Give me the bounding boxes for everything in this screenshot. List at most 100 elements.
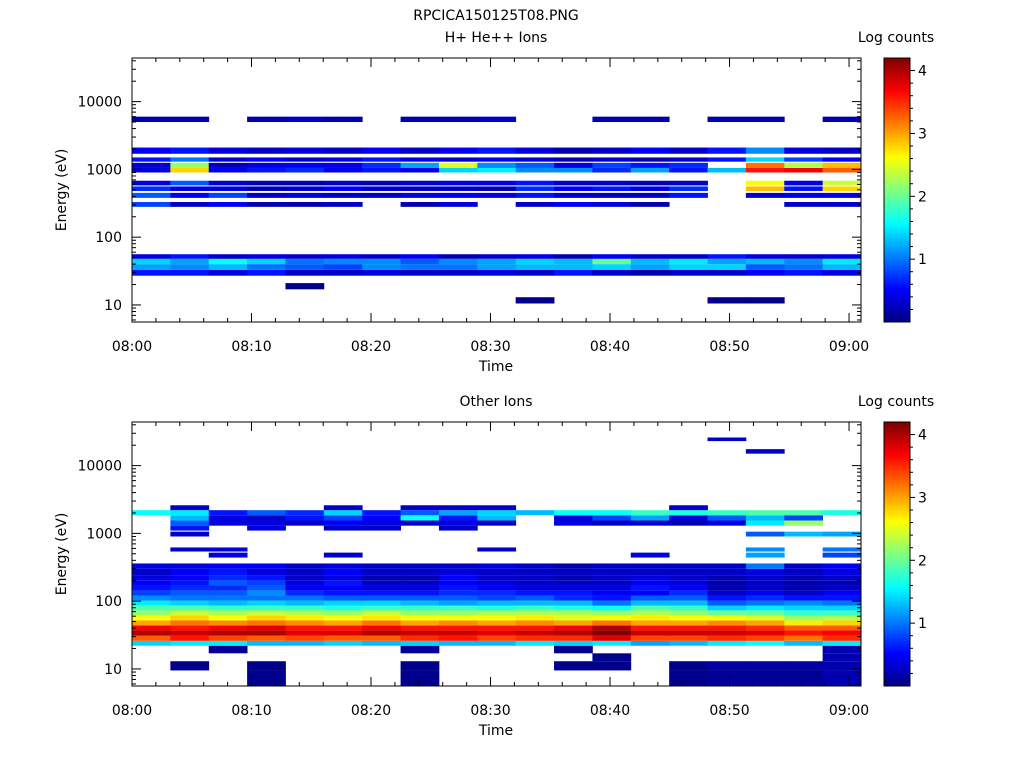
heatmap-cell	[438, 575, 478, 581]
heatmap-cell	[745, 630, 785, 636]
heatmap-cell	[515, 186, 555, 191]
colorbar-swatch	[884, 152, 910, 156]
heatmap-cell	[362, 258, 401, 265]
heatmap-cell	[438, 180, 478, 186]
heatmap-cell	[554, 520, 593, 526]
heatmap-cell	[170, 515, 210, 521]
heatmap-cell	[554, 575, 593, 581]
heatmap-cell	[745, 640, 785, 646]
colorbar-swatch	[884, 236, 910, 239]
heatmap-cell	[784, 605, 824, 611]
heatmap-cell	[745, 510, 785, 516]
heatmap-cells	[132, 437, 862, 686]
heatmap-cell	[247, 510, 286, 516]
colorbar-tick-label: 2	[918, 553, 927, 569]
heatmap-cell	[630, 575, 670, 581]
heatmap-cell	[477, 547, 517, 552]
heatmap-cell	[247, 625, 286, 631]
colorbar-swatch	[884, 289, 910, 292]
heatmap-cell	[554, 515, 593, 521]
colorbar-swatch	[884, 424, 910, 427]
colorbar-frame	[883, 57, 911, 323]
heatmap-cell	[362, 580, 401, 586]
heatmap-cell	[132, 625, 171, 631]
colorbar-swatch	[884, 170, 910, 173]
y-tick-label: 10	[104, 298, 122, 314]
heatmap-cell	[285, 563, 325, 569]
heatmap-cell	[822, 568, 862, 576]
heatmap-cell	[822, 186, 862, 191]
heatmap-cell	[247, 147, 286, 154]
heatmap-cell	[707, 615, 747, 621]
heatmap-cell	[400, 585, 440, 591]
heatmap-cell	[400, 269, 440, 276]
heatmap-cell	[400, 180, 440, 186]
heatmap-cell	[400, 568, 440, 576]
heatmap-cell	[707, 580, 747, 586]
heatmap-cell	[630, 625, 670, 631]
heatmap-cell	[822, 157, 862, 162]
heatmap-cell	[554, 269, 593, 276]
heatmap-cell	[208, 167, 248, 173]
heatmap-cell	[477, 600, 517, 606]
colorbar-swatch	[884, 444, 910, 447]
heatmap-cell	[477, 192, 517, 198]
heatmap-cell	[554, 202, 593, 207]
colorbar-swatch	[884, 602, 910, 606]
heatmap-cell	[438, 585, 478, 591]
colorbar-swatch	[884, 137, 910, 140]
heatmap-cell	[247, 192, 286, 198]
heatmap-cell	[592, 580, 632, 586]
colorbar-swatch	[884, 302, 910, 305]
colorbar-swatch	[884, 505, 910, 509]
heatmap-cell	[400, 600, 440, 606]
heatmap-cell	[170, 610, 210, 616]
heatmap-cell	[745, 254, 785, 259]
x-tick-label: 08:10	[231, 703, 271, 719]
heatmap-cell	[208, 162, 248, 168]
heatmap-cell	[208, 600, 248, 606]
heatmap-cell	[285, 515, 325, 521]
colorbar-swatch	[884, 161, 910, 165]
heatmap-cell	[400, 620, 440, 626]
heatmap-cell	[515, 180, 555, 186]
heatmap-cell	[745, 147, 785, 154]
colorbar-swatch	[884, 93, 910, 96]
heatmap-cell	[400, 162, 440, 168]
colorbar-swatch	[884, 512, 910, 515]
heatmap-cell	[554, 254, 593, 259]
heatmap-cell	[132, 192, 171, 198]
heatmap-cell	[400, 670, 440, 686]
heatmap-cell	[477, 585, 517, 591]
heatmap-cell	[554, 180, 593, 186]
heatmap-cell	[822, 620, 862, 626]
colorbar-swatch	[884, 86, 910, 90]
heatmap-cell	[784, 595, 824, 601]
heatmap-cell	[170, 180, 210, 186]
heatmap-cell	[438, 568, 478, 576]
colorbar-swatch	[884, 422, 910, 425]
colorbar-swatch	[884, 571, 910, 575]
heatmap-cell	[362, 515, 401, 521]
heatmap-cell	[170, 525, 210, 531]
heatmap-cell	[592, 653, 632, 662]
x-tick-label: 08:00	[112, 339, 152, 355]
heatmap-cell	[132, 630, 171, 636]
colorbar-swatch	[884, 150, 910, 154]
heatmap-cell	[438, 580, 478, 586]
heatmap-cell	[208, 563, 248, 569]
heatmap-cell	[745, 595, 785, 601]
colorbar-swatch	[884, 82, 910, 85]
colorbar-swatch	[884, 479, 910, 482]
heatmap-cell	[132, 167, 171, 173]
heatmap-cell	[630, 180, 670, 186]
heatmap-cell	[822, 147, 862, 154]
heatmap-cell	[477, 568, 517, 576]
heatmap-cell	[285, 167, 325, 173]
heatmap-cell	[515, 162, 555, 168]
heatmap-cell	[132, 595, 171, 601]
colorbar-swatch	[884, 615, 910, 619]
heatmap-cell	[362, 264, 401, 270]
heatmap-cell	[285, 575, 325, 581]
heatmap-cell	[323, 640, 363, 646]
